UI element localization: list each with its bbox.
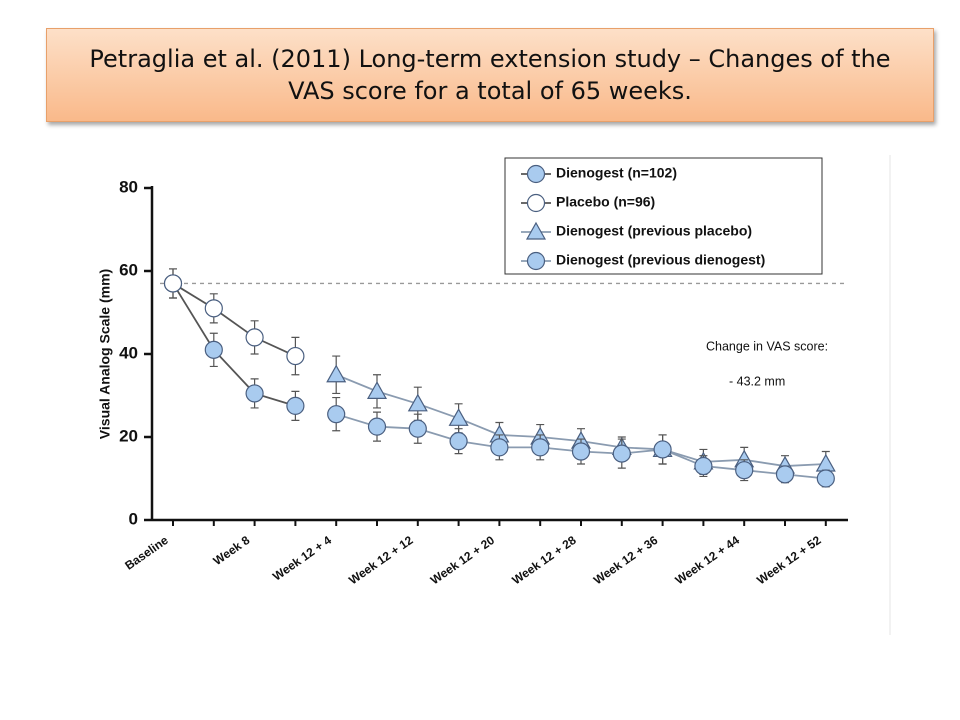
y-tick-label: 0 [129, 509, 138, 528]
annotation: Change in VAS score: [706, 339, 828, 353]
data-point [694, 456, 713, 476]
data-point [449, 432, 468, 451]
data-point [531, 438, 550, 457]
legend [504, 157, 823, 275]
annotation: - 43.2 mm [729, 374, 785, 388]
data-point [407, 393, 428, 412]
data-point [815, 453, 836, 472]
x-tick-label: Week 12 + 4 [270, 533, 334, 584]
legend-marker [525, 221, 547, 240]
data-point [490, 438, 509, 457]
y-axis-label: Visual Analog Scale (mm) [97, 269, 113, 439]
data-point [735, 461, 754, 480]
data-point [286, 346, 305, 366]
data-point [653, 440, 672, 459]
data-point [612, 444, 631, 463]
data-point [204, 340, 223, 359]
data-point [448, 408, 469, 426]
series-line [172, 282, 296, 407]
data-point [775, 465, 795, 484]
x-tick-label: Week 12 + 44 [673, 533, 743, 588]
legend-label: Dienogest (previous placebo) [556, 223, 752, 239]
x-tick-label: Week 12 + 12 [346, 533, 416, 588]
y-tick-label: 60 [119, 260, 138, 279]
data-point [245, 384, 264, 403]
x-tick-label: Week 12 + 28 [509, 533, 579, 588]
data-point [366, 381, 388, 399]
x-tick-label: Baseline [122, 533, 171, 573]
data-point [286, 396, 305, 415]
data-point [327, 405, 346, 424]
x-tick-label: Week 12 + 52 [754, 533, 824, 588]
legend-label: Dienogest (previous dienogest) [556, 252, 765, 268]
data-point [163, 274, 183, 293]
chart-title: Petraglia et al. (2011) Long-term extens… [46, 28, 934, 122]
data-point [571, 442, 591, 461]
data-point [245, 328, 264, 347]
y-tick-label: 40 [119, 343, 138, 362]
legend-marker [526, 251, 546, 271]
legend-marker [526, 164, 546, 184]
legend-label: Placebo (n=96) [556, 194, 655, 210]
data-point [408, 419, 427, 438]
y-tick-label: 20 [119, 426, 138, 445]
x-tick-label: Week 12 + 36 [591, 533, 661, 588]
data-point [816, 469, 835, 488]
data-point [204, 299, 223, 318]
legend-marker [526, 193, 546, 213]
legend-label: Dienogest (n=102) [556, 165, 677, 181]
data-point [326, 364, 347, 383]
y-tick-label: 80 [119, 177, 138, 196]
series-line [172, 282, 296, 357]
data-point [367, 417, 387, 436]
x-tick-label: Week 12 + 20 [428, 533, 498, 588]
x-tick-label: Week 8 [211, 533, 253, 568]
